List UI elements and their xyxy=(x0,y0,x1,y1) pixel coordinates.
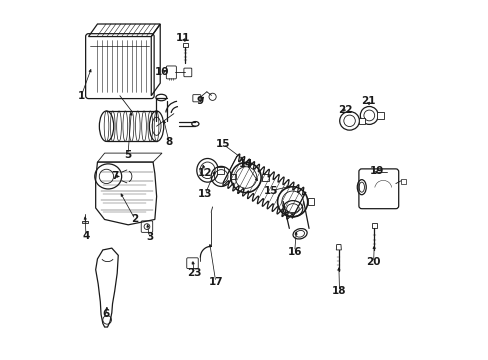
Bar xyxy=(262,174,268,181)
Text: 12: 12 xyxy=(198,168,212,178)
Bar xyxy=(217,167,223,174)
Bar xyxy=(307,198,313,205)
Text: 13: 13 xyxy=(198,189,212,199)
Text: 5: 5 xyxy=(124,150,131,160)
Text: 15: 15 xyxy=(215,139,230,149)
Text: 19: 19 xyxy=(369,166,384,176)
Text: 15: 15 xyxy=(264,186,278,196)
Text: 22: 22 xyxy=(337,105,351,115)
Text: 20: 20 xyxy=(366,257,380,267)
Text: 14: 14 xyxy=(239,159,253,169)
Text: 9: 9 xyxy=(196,96,203,106)
Text: 11: 11 xyxy=(176,33,190,43)
Bar xyxy=(400,179,405,184)
Text: 8: 8 xyxy=(165,138,172,147)
Text: 23: 23 xyxy=(187,268,201,278)
Text: 2: 2 xyxy=(131,215,139,224)
Text: 17: 17 xyxy=(208,277,223,287)
Text: 10: 10 xyxy=(155,67,169,77)
Text: 21: 21 xyxy=(360,96,375,106)
Text: 16: 16 xyxy=(287,247,301,257)
Text: 4: 4 xyxy=(82,231,89,240)
Bar xyxy=(230,174,235,179)
Bar xyxy=(376,112,383,119)
Bar xyxy=(358,118,365,124)
Text: 18: 18 xyxy=(332,286,346,296)
Text: 6: 6 xyxy=(102,310,110,319)
Text: 7: 7 xyxy=(111,171,119,181)
Text: 1: 1 xyxy=(78,91,85,101)
Text: 3: 3 xyxy=(145,232,153,242)
